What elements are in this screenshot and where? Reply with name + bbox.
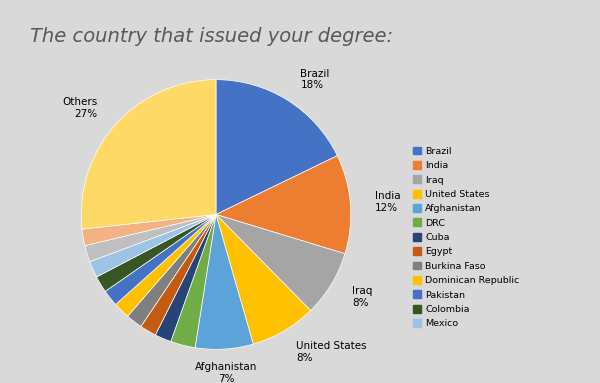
Wedge shape: [155, 214, 216, 342]
Legend: Brazil, India, Iraq, United States, Afghanistan, DRC, Cuba, Egypt, Burkina Faso,: Brazil, India, Iraq, United States, Afgh…: [413, 147, 519, 328]
Wedge shape: [141, 214, 216, 335]
Wedge shape: [195, 214, 253, 349]
Wedge shape: [171, 214, 216, 348]
Wedge shape: [82, 214, 216, 246]
Wedge shape: [97, 214, 216, 291]
Wedge shape: [128, 214, 216, 326]
Wedge shape: [216, 214, 311, 344]
Text: Brazil
18%: Brazil 18%: [301, 69, 330, 90]
Wedge shape: [85, 214, 216, 262]
Text: The country that issued your degree:: The country that issued your degree:: [30, 27, 393, 46]
Wedge shape: [116, 214, 216, 316]
Wedge shape: [105, 214, 216, 304]
Wedge shape: [216, 214, 345, 311]
Text: United States
8%: United States 8%: [296, 341, 367, 363]
Wedge shape: [90, 214, 216, 277]
Text: India
12%: India 12%: [374, 192, 400, 213]
Text: Iraq
8%: Iraq 8%: [352, 286, 373, 308]
Wedge shape: [216, 156, 351, 254]
Wedge shape: [216, 80, 337, 214]
Wedge shape: [81, 80, 216, 229]
Text: Afghanistan
7%: Afghanistan 7%: [195, 362, 257, 383]
Text: Others
27%: Others 27%: [62, 98, 98, 119]
